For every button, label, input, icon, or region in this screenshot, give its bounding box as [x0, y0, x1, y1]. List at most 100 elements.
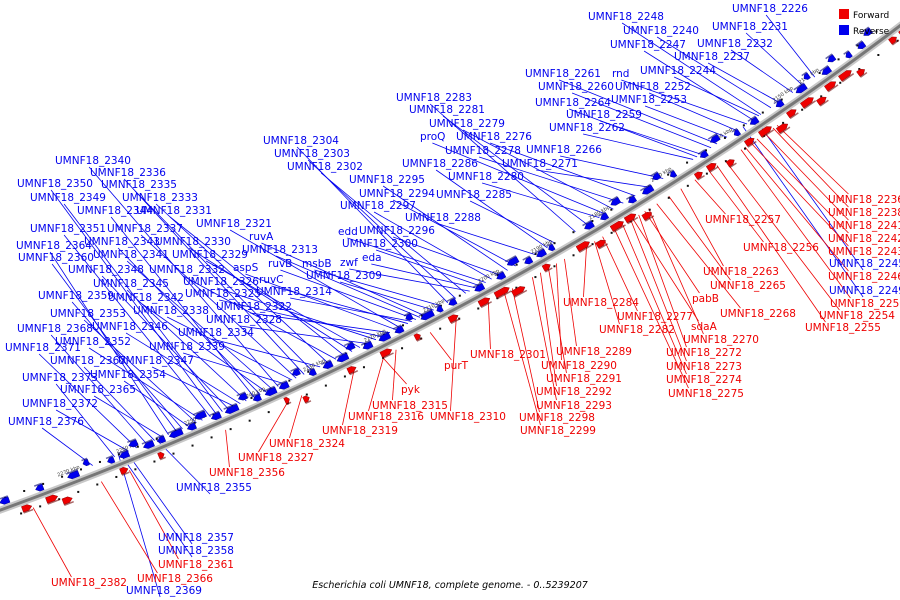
gene-label[interactable]: UMNF18_2328: [206, 314, 282, 326]
reverse-gene[interactable]: [127, 438, 139, 448]
gene-label[interactable]: UMNF18_2345: [93, 278, 169, 290]
gene-label[interactable]: UMNF18_2260: [538, 81, 614, 93]
gene-label[interactable]: UMNF18_2298: [519, 412, 595, 424]
gene-label[interactable]: UMNF18_2300: [342, 238, 418, 250]
reverse-gene[interactable]: [335, 351, 350, 364]
gene-label[interactable]: UMNF18_2256: [743, 242, 819, 254]
reverse-gene[interactable]: [236, 391, 249, 402]
reverse-gene[interactable]: [360, 339, 374, 351]
gene-label[interactable]: UMNF18_2325: [185, 288, 261, 300]
gene-label[interactable]: UMNF18_2351: [30, 223, 106, 235]
gene-label[interactable]: UMNF18_2255: [805, 322, 881, 334]
forward-gene[interactable]: [641, 210, 655, 222]
gene-label[interactable]: UMNF18_2296: [359, 225, 435, 237]
reverse-gene[interactable]: [65, 469, 81, 480]
gene-label[interactable]: UMNF18_2253: [611, 94, 687, 106]
gene-label[interactable]: ruvC: [259, 274, 284, 286]
gene-label[interactable]: UMNF18_2347: [118, 355, 194, 367]
reverse-gene[interactable]: [321, 359, 334, 370]
gene-label[interactable]: UMNF18_2295: [349, 174, 425, 186]
gene-label[interactable]: zwf: [340, 257, 358, 269]
reverse-gene[interactable]: [667, 169, 678, 179]
reverse-gene[interactable]: [494, 270, 507, 281]
gene-label[interactable]: UMNF18_2355: [176, 482, 252, 494]
gene-label[interactable]: UMNF18_2365: [60, 384, 136, 396]
gene-label[interactable]: UMNF18_2335: [101, 179, 177, 191]
gene-label[interactable]: UMNF18_2319: [322, 425, 398, 437]
reverse-gene[interactable]: [0, 495, 11, 505]
reverse-gene[interactable]: [546, 242, 556, 252]
reverse-gene[interactable]: [773, 98, 785, 109]
gene-label[interactable]: UMNF18_2372: [22, 398, 98, 410]
forward-gene[interactable]: [575, 239, 592, 253]
gene-label[interactable]: UMNF18_2264: [535, 97, 611, 109]
gene-label[interactable]: UMNF18_2344: [77, 205, 153, 217]
gene-label[interactable]: rnd: [612, 68, 629, 80]
reverse-gene[interactable]: [251, 392, 262, 403]
gene-label[interactable]: UMNF18_2304: [263, 135, 339, 147]
gene-label[interactable]: pyk: [401, 384, 421, 396]
reverse-gene[interactable]: [639, 183, 655, 197]
gene-label[interactable]: UMNF18_2369: [126, 585, 202, 597]
gene-label[interactable]: UMNF18_2299: [520, 425, 596, 437]
reverse-gene[interactable]: [505, 255, 520, 267]
gene-label[interactable]: UMNF18_2246: [828, 271, 900, 283]
reverse-gene[interactable]: [855, 40, 867, 51]
reverse-gene[interactable]: [192, 409, 207, 421]
gene-label[interactable]: ruvA: [249, 231, 274, 243]
reverse-gene[interactable]: [598, 211, 610, 222]
gene-label[interactable]: UMNF18_2241: [828, 220, 900, 232]
gene-label[interactable]: UMNF18_2278: [445, 145, 521, 157]
gene-label[interactable]: UMNF18_2333: [122, 192, 198, 204]
gene-label[interactable]: UMNF18_2283: [396, 92, 472, 104]
gene-label[interactable]: UMNF18_2275: [668, 388, 744, 400]
reverse-gene[interactable]: [223, 402, 240, 416]
gene-label[interactable]: UMNF18_2332: [149, 264, 225, 276]
gene-label[interactable]: UMNF18_2238: [828, 207, 900, 219]
gene-label[interactable]: UMNF18_2250: [830, 298, 900, 310]
gene-label[interactable]: UMNF18_2326: [183, 276, 259, 288]
forward-gene[interactable]: [541, 262, 553, 273]
gene-label[interactable]: UMNF18_2242: [828, 233, 900, 245]
reverse-gene[interactable]: [290, 367, 301, 377]
gene-label[interactable]: UMNF18_2346: [92, 321, 168, 333]
gene-label[interactable]: UMNF18_2240: [623, 25, 699, 37]
reverse-gene[interactable]: [263, 385, 278, 398]
gene-label[interactable]: UMNF18_2232: [697, 38, 773, 50]
gene-label[interactable]: UMNF18_2352: [55, 336, 131, 348]
forward-gene[interactable]: [379, 347, 394, 360]
gene-label[interactable]: UMNF18_2268: [720, 308, 796, 320]
gene-label[interactable]: UMNF18_2270: [683, 334, 759, 346]
gene-label[interactable]: UMNF18_2243: [828, 246, 900, 258]
reverse-gene[interactable]: [33, 482, 45, 493]
forward-gene[interactable]: [838, 68, 855, 83]
gene-label[interactable]: UMNF18_2301: [470, 349, 546, 361]
gene-label[interactable]: UMNF18_2266: [526, 144, 602, 156]
gene-label[interactable]: UMNF18_2271: [502, 158, 578, 170]
forward-gene[interactable]: [595, 238, 609, 250]
forward-gene[interactable]: [302, 395, 312, 405]
forward-gene[interactable]: [413, 332, 423, 342]
gene-label[interactable]: UMNF18_2274: [666, 374, 742, 386]
gene-label[interactable]: UMNF18_2359: [38, 290, 114, 302]
gene-label[interactable]: UMNF18_2350: [17, 178, 93, 190]
gene-label[interactable]: UMNF18_2342: [108, 292, 184, 304]
reverse-gene[interactable]: [731, 127, 742, 138]
gene-label[interactable]: UMNF18_2366: [137, 573, 213, 585]
gene-label[interactable]: UMNF18_2293: [536, 400, 612, 412]
gene-label[interactable]: UMNF18_2297: [340, 200, 416, 212]
reverse-gene[interactable]: [650, 171, 662, 182]
gene-label[interactable]: UMNF18_2324: [269, 438, 345, 450]
gene-label[interactable]: UMNF18_2273: [666, 361, 742, 373]
forward-gene[interactable]: [346, 365, 359, 376]
forward-gene[interactable]: [785, 107, 799, 120]
reverse-gene[interactable]: [209, 410, 222, 422]
gene-label[interactable]: UMNF18_2314: [256, 286, 332, 298]
reverse-gene[interactable]: [343, 340, 356, 352]
gene-label[interactable]: UMNF18_2353: [50, 308, 126, 320]
gene-label[interactable]: UMNF18_2245: [829, 258, 900, 270]
forward-gene[interactable]: [609, 219, 626, 233]
reverse-gene[interactable]: [522, 255, 534, 265]
gene-label[interactable]: msbB: [302, 258, 332, 270]
gene-label[interactable]: UMNF18_2261: [525, 68, 601, 80]
